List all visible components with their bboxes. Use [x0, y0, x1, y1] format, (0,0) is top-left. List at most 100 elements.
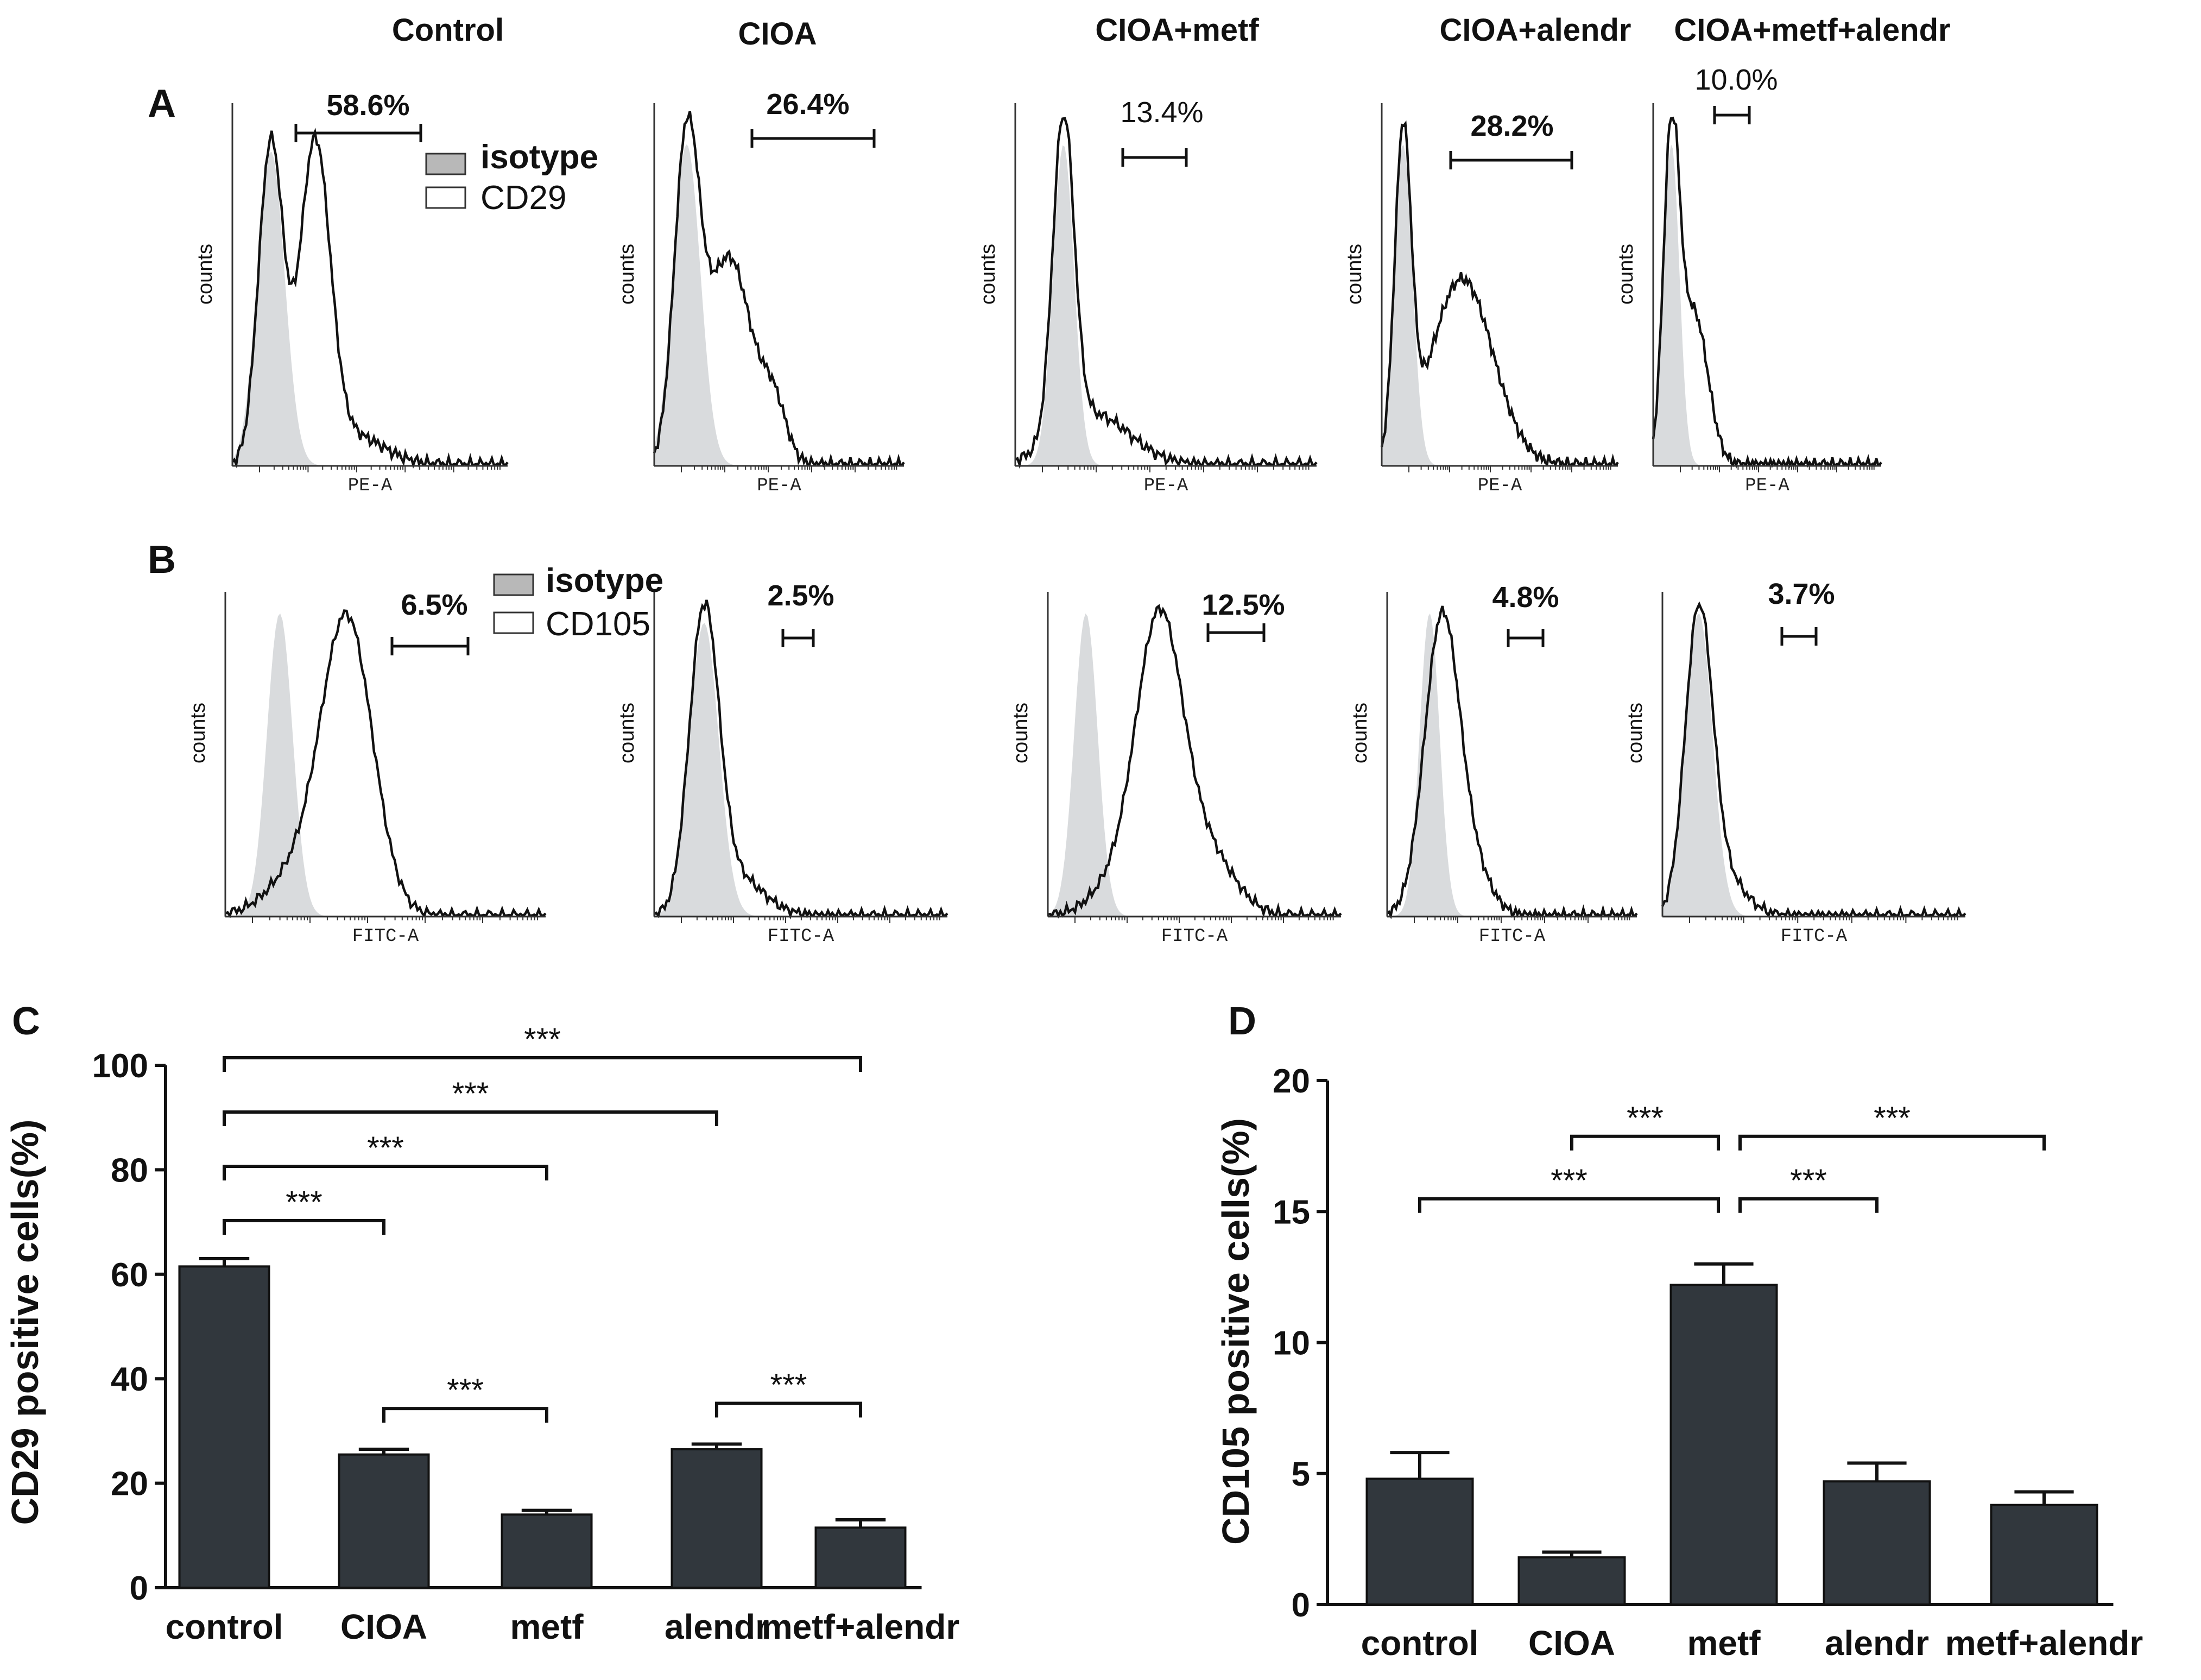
- y-axis-label: CD29 positive cells(%): [4, 1120, 46, 1525]
- bar: [338, 1453, 430, 1589]
- y-tick-label: 0: [1292, 1587, 1310, 1624]
- bar-chart-d: 0 5 10 15 20 CD105 positive cells(%) control CI…: [1215, 1063, 2143, 1663]
- category-label: metf+alendr: [762, 1607, 960, 1646]
- bar: [501, 1513, 593, 1589]
- legend-swatch-isotype: [493, 573, 534, 596]
- gate-percent-label: 26.4%: [766, 88, 849, 121]
- gate-percent-label: 2.5%: [767, 579, 834, 612]
- isotype-histogram: [1387, 613, 1637, 917]
- isotype-histogram: [225, 613, 546, 917]
- histogram-axis-label: FITC-A: [768, 926, 834, 947]
- isotype-histogram: [1048, 613, 1341, 917]
- category-label: metf: [510, 1607, 584, 1646]
- category-label: CIOA: [1528, 1624, 1615, 1663]
- sample-histogram: [653, 111, 905, 468]
- gate-percent-label: 10.0%: [1694, 64, 1778, 96]
- y-tick-label: 10: [1273, 1325, 1310, 1362]
- y-tick-label: 20: [111, 1466, 148, 1503]
- significance-label: ***: [1790, 1163, 1827, 1198]
- sample-histogram: [1652, 116, 1882, 469]
- column-title-cioa: CIOA: [738, 16, 817, 52]
- category-label: metf: [1687, 1624, 1761, 1663]
- significance-label: ***: [770, 1367, 807, 1403]
- cd105-histogram-4: FITC-A counts 4.8%: [1349, 581, 1638, 947]
- legend-label-isotype: isotype: [546, 562, 663, 599]
- histogram-axis-label: FITC-A: [1479, 926, 1546, 947]
- significance-label: ***: [1551, 1163, 1587, 1198]
- significance-bracket: [715, 1401, 862, 1418]
- isotype-histogram: [1653, 144, 1881, 466]
- y-tick-label: 20: [1273, 1063, 1310, 1100]
- significance-label: ***: [286, 1185, 322, 1220]
- cd105-histogram-5: FITC-A counts 3.7%: [1624, 578, 1966, 947]
- significance-bracket: [223, 1110, 718, 1126]
- gate-percent-label: 13.4%: [1120, 96, 1203, 129]
- column-title-cioa-alendr: CIOA+alendr: [1440, 12, 1631, 48]
- significance-label: ***: [1627, 1101, 1664, 1136]
- legend-label-cd105: CD105: [546, 605, 650, 643]
- legend-swatch-isotype: [425, 153, 466, 175]
- bar: [1990, 1504, 2098, 1606]
- bar-chart-c: 0 20 40 60 80 100 CD29 positive cells(%) contro…: [4, 1022, 959, 1646]
- sample-histogram: [231, 128, 509, 469]
- legend-row-a: isotype CD29: [425, 138, 598, 217]
- panel-letter-c: C: [12, 1000, 40, 1043]
- histogram-count-label: counts: [187, 703, 210, 763]
- sample-histogram: [1386, 605, 1638, 920]
- isotype-histogram: [232, 151, 508, 466]
- bar: [1823, 1480, 1931, 1606]
- column-title-control: Control: [392, 12, 504, 48]
- category-label: control: [1361, 1624, 1479, 1663]
- significance-bracket: [1738, 1197, 1879, 1213]
- histogram-count-label: counts: [616, 703, 638, 763]
- bar: [178, 1265, 270, 1589]
- y-axis-label: CD105 positive cells(%): [1215, 1118, 1257, 1545]
- category-label: alendr: [665, 1607, 769, 1646]
- histogram-axis-label: PE-A: [348, 476, 393, 496]
- sample-histogram: [1380, 120, 1619, 468]
- gate-percent-label: 3.7%: [1768, 578, 1835, 610]
- gate-percent-label: 4.8%: [1492, 581, 1559, 614]
- bar: [1365, 1477, 1474, 1606]
- cd105-histogram-2: FITC-A counts 2.5%: [616, 579, 948, 947]
- histogram-count-label: counts: [1009, 703, 1032, 763]
- histogram-axis-label: FITC-A: [1161, 926, 1228, 947]
- cd105-histogram-3: FITC-A counts 12.5%: [1009, 589, 1342, 947]
- bar: [814, 1526, 907, 1589]
- histogram-axis-label: FITC-A: [352, 926, 419, 947]
- category-label: alendr: [1825, 1624, 1929, 1663]
- histogram-count-label: counts: [1343, 244, 1366, 305]
- panel-letter-b: B: [148, 538, 176, 582]
- significance-bracket: [223, 1218, 385, 1235]
- sample-histogram: [1014, 117, 1318, 470]
- category-label: CIOA: [340, 1607, 427, 1646]
- significance-label: ***: [367, 1130, 404, 1166]
- histogram-count-label: counts: [977, 244, 1000, 305]
- category-label: metf+alendr: [1945, 1624, 2143, 1663]
- significance-bracket: [1570, 1134, 1720, 1151]
- isotype-histogram: [654, 623, 947, 917]
- legend-label-cd29: CD29: [480, 179, 567, 217]
- histogram-axis-label: PE-A: [1144, 476, 1188, 496]
- sample-histogram: [1661, 601, 1966, 918]
- y-tick-label: 15: [1273, 1193, 1310, 1231]
- category-label: control: [166, 1607, 283, 1646]
- gate-percent-label: 28.2%: [1470, 110, 1553, 142]
- significance-bracket: [223, 1056, 862, 1072]
- histogram-axis-label: FITC-A: [1781, 926, 1848, 947]
- bar: [1669, 1284, 1778, 1606]
- significance-label: ***: [447, 1373, 484, 1408]
- sample-histogram: [653, 599, 948, 920]
- sample-histogram: [225, 609, 547, 919]
- y-tick-label: 5: [1292, 1456, 1310, 1493]
- y-tick-label: 0: [130, 1570, 148, 1607]
- histogram-axis-label: PE-A: [1478, 476, 1522, 496]
- cd29-histogram-5: PE-A counts 10.0%: [1615, 64, 1882, 496]
- legend-row-b: isotype CD105: [493, 562, 663, 643]
- y-tick-label: 100: [92, 1047, 148, 1085]
- y-tick-label: 60: [111, 1256, 148, 1294]
- panel-letter-a: A: [148, 82, 176, 125]
- isotype-histogram: [654, 144, 904, 466]
